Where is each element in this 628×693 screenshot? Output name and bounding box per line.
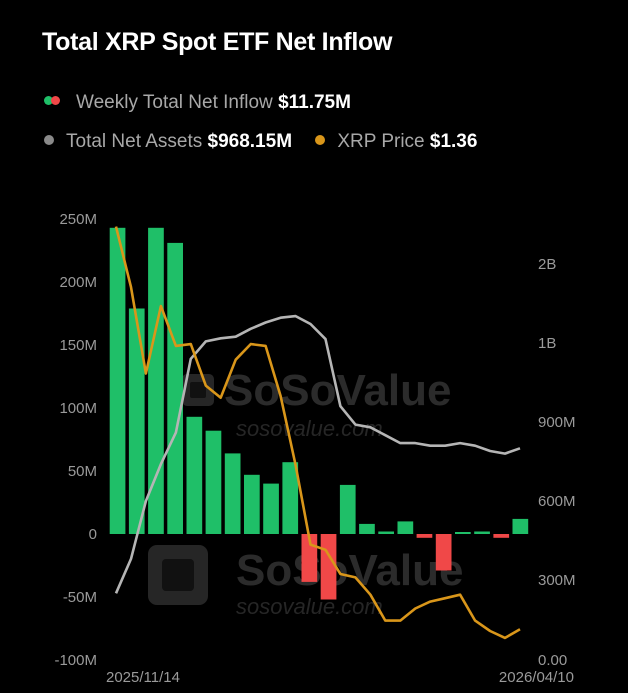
legend-item-assets[interactable]: Total Net Assets $968.15M: [44, 131, 292, 153]
right-tick-label: 300M: [538, 572, 576, 589]
x-axis: 2025/11/14 2026/04/10: [106, 669, 574, 686]
inflow-bar-negative[interactable]: [435, 534, 452, 571]
series-lines: [114, 226, 521, 640]
inflow-bar-positive[interactable]: [339, 484, 356, 534]
legend-item-inflow[interactable]: Weekly Total Net Inflow $11.75M: [44, 92, 351, 114]
x-end-label: 2026/04/10: [499, 669, 574, 686]
inflow-bar-positive[interactable]: [474, 531, 490, 535]
assets-legend-icon: [44, 134, 54, 145]
inflow-bar-positive[interactable]: [359, 523, 375, 534]
inflow-label: Weekly Total Net Inflow: [76, 92, 273, 113]
inflow-bar-positive[interactable]: [224, 453, 241, 534]
right-tick-label: 900M: [538, 414, 576, 431]
right-tick-label: 600M: [538, 493, 576, 510]
inflow-bar-positive[interactable]: [186, 416, 203, 534]
watermark-logo-icon-2: [148, 545, 208, 605]
watermark-url-2: sosovalue.com: [236, 594, 383, 619]
left-axis: 250M 200M 150M 100M 50M 0 -50M -100M: [54, 211, 97, 669]
price-label: XRP Price: [337, 131, 425, 152]
inflow-bar-positive[interactable]: [455, 532, 471, 534]
inflow-bar-positive[interactable]: [167, 242, 183, 534]
assets-value: $968.15M: [207, 131, 293, 152]
watermark-brand-2: SoSoValue: [236, 546, 463, 595]
assets-label: Total Net Assets: [66, 131, 203, 152]
chart-title: Total XRP Spot ETF Net Inflow: [42, 28, 393, 56]
left-tick-label: 200M: [59, 274, 97, 291]
right-tick-label: 1B: [538, 335, 556, 352]
left-tick-label: 100M: [59, 400, 97, 417]
left-tick-label: 150M: [59, 337, 97, 354]
inflow-bar-positive[interactable]: [263, 483, 279, 534]
left-tick-label: -50M: [63, 589, 97, 606]
inflow-legend-icon: [44, 95, 62, 106]
inflow-bar-negative[interactable]: [493, 534, 510, 538]
right-axis: 2B 1B 900M 600M 300M 0.00: [538, 256, 576, 669]
xrp-price-line[interactable]: [114, 226, 521, 640]
watermark-logo-icon: [182, 374, 214, 406]
legend-item-price[interactable]: XRP Price $1.36: [315, 131, 477, 153]
left-tick-label: 250M: [59, 211, 97, 228]
x-start-label: 2025/11/14: [106, 669, 180, 686]
watermark-url-1: sosovalue.com: [236, 416, 383, 441]
inflow-value: $11.75M: [278, 92, 351, 113]
price-value: $1.36: [429, 131, 478, 152]
left-tick-label: -100M: [54, 652, 97, 669]
watermark: SoSoValue sosovalue.com SoSoValue sosova…: [148, 366, 463, 619]
inflow-bar-negative[interactable]: [320, 534, 337, 600]
inflow-bar-positive[interactable]: [378, 531, 394, 535]
inflow-bar-positive[interactable]: [128, 308, 145, 535]
inflow-bar-positive[interactable]: [148, 227, 164, 535]
right-tick-label: 2B: [538, 256, 556, 273]
legend-row-2: Total Net Assets $968.15M XRP Price $1.3…: [44, 131, 495, 153]
inflow-bar-negative[interactable]: [416, 534, 433, 538]
inflow-bar-positive[interactable]: [397, 521, 414, 534]
inflow-bar-positive[interactable]: [109, 227, 126, 535]
legend-row-1: Weekly Total Net Inflow $11.75M: [44, 92, 369, 114]
left-tick-label: 0: [89, 526, 97, 543]
inflow-bar-positive[interactable]: [282, 462, 299, 534]
inflow-bar-positive[interactable]: [205, 430, 222, 534]
right-tick-label: 0.00: [538, 652, 567, 669]
total-net-assets-line[interactable]: [114, 314, 521, 594]
inflow-bar-positive[interactable]: [244, 474, 260, 534]
left-tick-label: 50M: [68, 463, 97, 480]
price-legend-icon: [315, 134, 326, 145]
inflow-bar-positive[interactable]: [512, 518, 529, 534]
